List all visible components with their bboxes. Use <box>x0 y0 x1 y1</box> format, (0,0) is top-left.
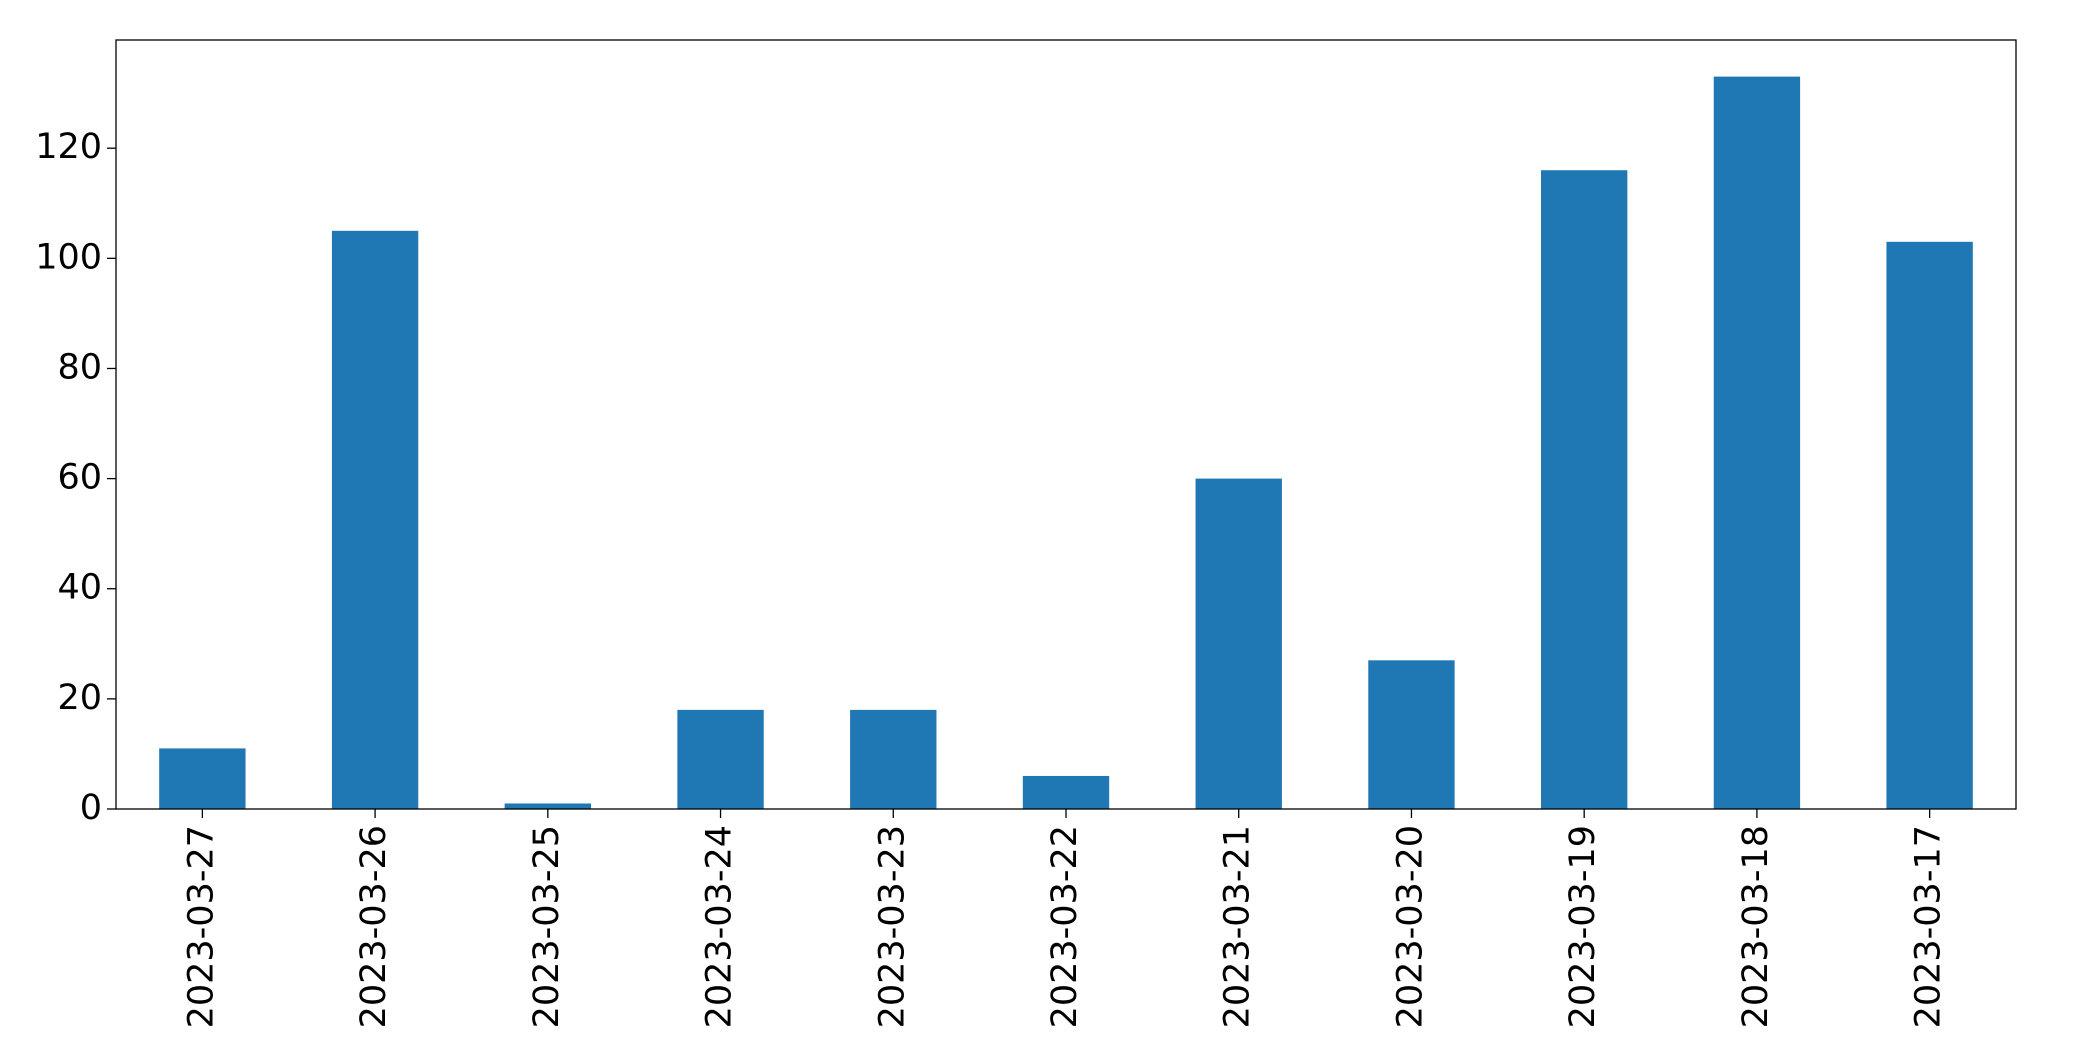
bar <box>1886 241 1973 810</box>
x-tick-label: 2023-03-25 <box>527 825 567 1028</box>
x-tick-label: 2023-03-24 <box>700 825 740 1028</box>
y-tick-label: 60 <box>57 458 102 498</box>
y-tick-label: 0 <box>80 788 102 828</box>
x-tick-label: 2023-03-22 <box>1045 825 1085 1028</box>
x-tick-label: 2023-03-18 <box>1736 825 1776 1028</box>
y-tick-label: 120 <box>35 127 102 167</box>
bar <box>1713 76 1801 810</box>
x-tick-label: 2023-03-27 <box>181 825 221 1028</box>
bar <box>1022 775 1110 809</box>
y-tick-label: 40 <box>57 568 102 608</box>
x-tick-label: 2023-03-23 <box>872 825 912 1028</box>
x-tick-label: 2023-03-20 <box>1390 825 1430 1028</box>
bar <box>331 230 419 809</box>
x-tick-label: 2023-03-26 <box>354 825 394 1028</box>
y-tick-label: 20 <box>57 678 102 718</box>
y-tick-label: 80 <box>57 347 102 387</box>
x-tick-label: 2023-03-21 <box>1218 825 1258 1028</box>
bar <box>850 709 937 809</box>
y-tick-label: 100 <box>35 237 102 277</box>
x-tick-label: 2023-03-19 <box>1563 825 1603 1028</box>
bar <box>159 748 246 809</box>
plot-frame <box>115 39 2017 810</box>
bar <box>504 803 591 809</box>
bar <box>1541 170 1628 810</box>
bar <box>1368 660 1455 809</box>
x-tick-label: 2023-03-17 <box>1909 825 1949 1028</box>
bar <box>677 709 764 809</box>
bar <box>1195 478 1282 809</box>
